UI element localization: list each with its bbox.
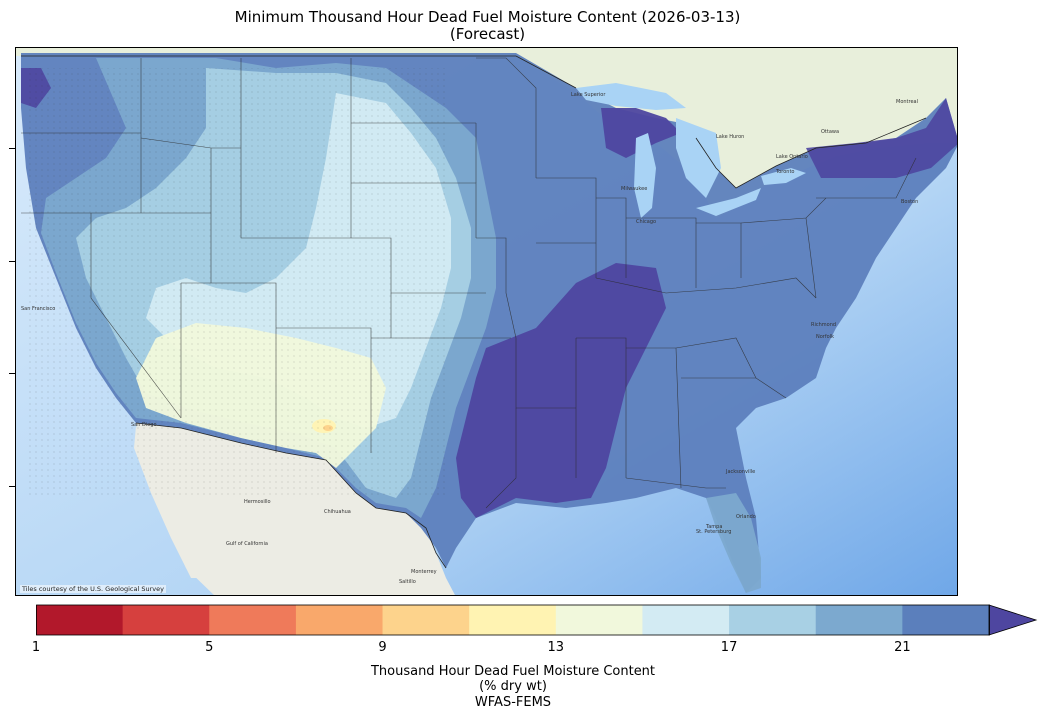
lake-huron [676,118,721,198]
colorbar-bin [469,605,557,635]
city-label: Tampa [705,524,722,530]
colorbar-extend-max [988,604,1038,636]
colorbar-bin [382,605,470,635]
colorbar-outline [36,604,990,636]
city-label: Hermosillo [244,499,271,505]
colorbar-label: Thousand Hour Dead Fuel Moisture Content [370,664,656,679]
fuel-band-23-newengland [806,98,957,178]
y-tick [9,373,15,374]
lake-superior [576,83,686,110]
colorbar-tick-label: 21 [894,640,911,655]
basemap-labels: San Francisco San Diego Hermosillo Chihuahu… [21,92,918,585]
city-label: San Francisco [21,306,55,312]
map-title: Minimum Thousand Hour Dead Fuel Moisture… [234,8,741,26]
city-label: Jacksonville [725,469,755,475]
city-label: Saltillo [399,579,416,585]
lake-michigan [634,133,656,218]
fuel-band-23-michigan [601,108,681,158]
map-panel[interactable]: San Francisco San Diego Hermosillo Chihuahu… [15,47,958,596]
us-mexico-border [135,422,447,569]
us-canada-border [21,55,927,189]
city-label: Chihuahua [324,509,351,515]
y-tick [9,261,15,262]
colorbar [36,604,1038,636]
city-label: Norfolk [816,334,834,340]
city-label: Toronto [775,169,794,175]
city-label: Lake Superior [571,92,606,98]
colorbar-bin [295,605,384,635]
city-label: Montreal [896,99,918,105]
city-label: Ottawa [821,129,839,135]
fuel-band-23-south [456,263,666,518]
city-label: Gulf of California [226,541,268,547]
y-tick [9,486,15,487]
city-label: St. Petersburg [696,529,731,535]
y-tick [9,148,15,149]
colorbar-tick-label: 5 [205,640,214,655]
lake-ontario [761,168,806,185]
colorbar-bin [902,605,990,635]
city-label: San Diego [131,422,157,428]
city-label: Lake Ontario [776,154,808,160]
colorbar-bin [815,605,903,635]
city-label: Orlando [736,514,756,520]
colorbar-bin [729,605,817,635]
colorbar-tick-label: 17 [720,640,738,655]
colorbar-units: (% dry wt) [479,679,547,694]
colorbar-bin [642,605,730,635]
map-canvas: San Francisco San Diego Hermosillo Chihuahu… [16,48,957,595]
city-label: Lake Huron [716,134,744,140]
colorbar-bin [122,605,210,635]
lake-erie [696,188,761,216]
city-label: Milwaukee [621,186,647,192]
colorbar-bin [209,605,297,635]
city-label: Monterrey [411,569,437,575]
colorbar-tick-label: 1 [31,640,41,655]
colorbar-tick-label: 13 [547,640,565,655]
colorbar-bin [555,605,643,635]
colorbar-bin [36,605,124,635]
colorbar-tick-label: 9 [378,640,387,655]
city-label: Richmond [811,322,836,328]
colorbar-source: WFAS-FEMS [474,695,552,710]
florida-peninsula [706,493,761,593]
city-label: Chicago [636,219,656,225]
map-subtitle: (Forecast) [449,25,526,43]
tile-credit: Tiles courtesy of the U.S. Geological Su… [20,585,166,593]
state-boundaries [21,57,917,509]
city-label: Boston [901,199,918,205]
